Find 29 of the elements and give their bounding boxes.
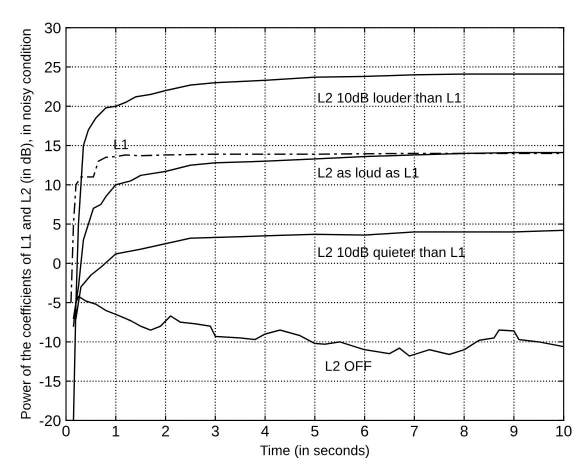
x-tick-label: 1 [112, 426, 120, 436]
y-tick-label: -5 [48, 298, 61, 308]
x-tick-label: 10 [556, 426, 572, 437]
series-label: L1 [114, 140, 128, 150]
y-tick-label: 15 [45, 140, 61, 152]
y-tick-label: 5 [53, 219, 61, 230]
x-tick-label: 5 [311, 426, 318, 437]
x-tick-label: 8 [460, 426, 468, 437]
x-tick-label: 0 [62, 426, 70, 437]
y-axis-title: Power of the coefficients of L1 and L2 (in dB), in noisy condition [20, 29, 34, 419]
x-tick-label: 7 [410, 426, 418, 436]
y-tick-label: 20 [44, 101, 61, 112]
y-tick-label: 30 [44, 22, 61, 34]
y-tick-label: 25 [44, 62, 61, 73]
y-tick-label: -10 [40, 336, 61, 348]
x-axis-title: Time (in seconds) [260, 445, 369, 458]
y-tick-label: -20 [40, 415, 61, 426]
y-tick-label: 0 [53, 258, 61, 270]
series-label: L2 10dB quieter than L1 [318, 246, 465, 260]
x-tick-label: 6 [361, 426, 368, 437]
x-tick-label: 9 [510, 426, 518, 437]
x-tick-label: 2 [162, 426, 170, 436]
y-tick-label: 10 [45, 180, 61, 190]
series-label: L2 OFF [326, 361, 372, 371]
series-label: L2 10dB louder than L1 [318, 92, 462, 103]
y-tick-label: -15 [40, 376, 61, 387]
series-label: L2 as loud as L1 [318, 167, 419, 178]
x-tick-label: 4 [261, 426, 269, 436]
x-tick-label: 3 [212, 426, 219, 437]
